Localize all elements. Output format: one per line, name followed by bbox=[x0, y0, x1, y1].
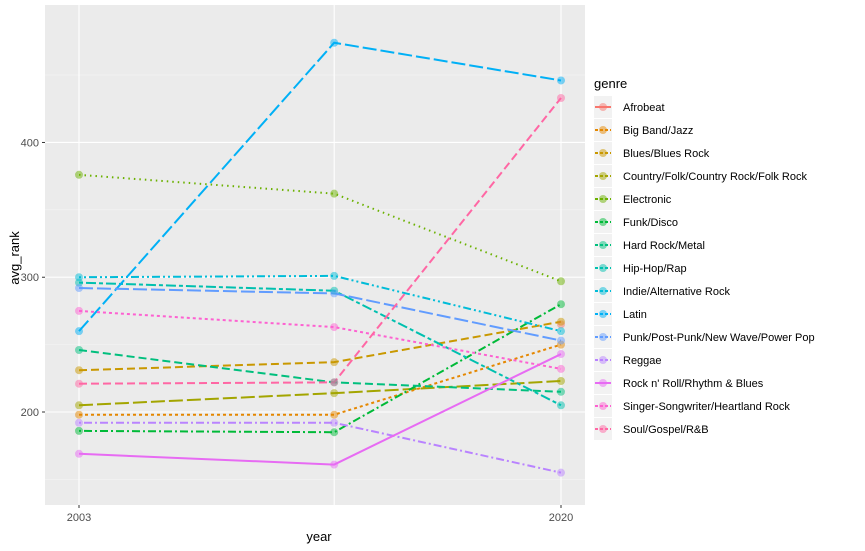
series-line bbox=[78, 274, 562, 333]
legend-label: Punk/Post-Punk/New Wave/Power Pop bbox=[623, 332, 815, 344]
series-line bbox=[79, 343, 562, 416]
data-point bbox=[75, 284, 83, 293]
data-point bbox=[557, 317, 565, 326]
y-tick-label: 300 bbox=[21, 272, 39, 284]
series-line bbox=[78, 309, 562, 370]
data-point bbox=[75, 306, 83, 315]
series-line bbox=[78, 303, 562, 434]
data-point bbox=[330, 323, 339, 332]
data-point bbox=[330, 189, 339, 198]
y-axis-title: avg_rank bbox=[7, 231, 22, 285]
legend-key-point bbox=[599, 402, 607, 410]
data-point bbox=[557, 327, 565, 336]
data-point bbox=[557, 277, 565, 286]
grid-lines bbox=[45, 5, 585, 505]
legend-label: Country/Folk/Country Rock/Folk Rock bbox=[623, 171, 807, 183]
data-point bbox=[557, 387, 565, 396]
data-point bbox=[75, 418, 83, 427]
data-point bbox=[330, 389, 339, 398]
legend-title: genre bbox=[594, 76, 627, 91]
legend-key-point bbox=[599, 333, 607, 341]
legend-label: Indie/Alternative Rock bbox=[623, 286, 730, 298]
panel-background bbox=[45, 5, 585, 505]
legend-label: Hip-Hop/Rap bbox=[623, 263, 687, 275]
data-point bbox=[557, 364, 565, 373]
legend-key-point bbox=[599, 149, 607, 157]
data-point bbox=[557, 76, 565, 85]
legend-label: Electronic bbox=[623, 194, 672, 206]
y-axis: 200 300 400 bbox=[21, 137, 45, 419]
legend-key-point bbox=[599, 241, 607, 249]
series-line bbox=[79, 421, 562, 474]
legend-label: Reggae bbox=[623, 355, 662, 367]
data-point bbox=[75, 327, 83, 336]
x-tick-label: 2020 bbox=[549, 512, 573, 524]
legend-key-point bbox=[599, 126, 607, 134]
legend-key-point bbox=[599, 218, 607, 226]
legend-label: Rock n' Roll/Rhythm & Blues bbox=[623, 378, 764, 390]
legend-key-point bbox=[599, 356, 607, 364]
legend-key-point bbox=[599, 425, 607, 433]
data-point bbox=[557, 336, 565, 345]
series-points bbox=[75, 38, 565, 477]
legend-key-point bbox=[599, 195, 607, 203]
legend-label: Funk/Disco bbox=[623, 217, 678, 229]
legend-label: Hard Rock/Metal bbox=[623, 240, 705, 252]
legend-label: Big Band/Jazz bbox=[623, 125, 693, 137]
data-point bbox=[330, 358, 339, 367]
data-point bbox=[330, 460, 339, 469]
data-point bbox=[557, 377, 565, 386]
legend: genre Afrobeat Big Band/Jazz Blues/Blues R… bbox=[594, 76, 815, 440]
legend-label: Singer-Songwriter/Heartland Rock bbox=[623, 401, 790, 413]
data-point bbox=[75, 426, 83, 435]
legend-key-point bbox=[599, 379, 607, 387]
y-tick-label: 200 bbox=[21, 407, 39, 419]
data-point bbox=[330, 378, 339, 387]
legend-label: Afrobeat bbox=[623, 102, 665, 114]
data-point bbox=[75, 379, 83, 388]
x-tick-label: 2003 bbox=[67, 512, 91, 524]
legend-key-point bbox=[599, 264, 607, 272]
legend-key-point bbox=[599, 103, 607, 111]
data-point bbox=[330, 428, 339, 437]
data-point bbox=[75, 401, 83, 410]
data-point bbox=[75, 366, 83, 375]
data-point bbox=[557, 350, 565, 359]
data-point bbox=[557, 300, 565, 309]
data-point bbox=[330, 271, 339, 280]
legend-key-point bbox=[599, 310, 607, 318]
data-point bbox=[75, 449, 83, 458]
data-point bbox=[75, 273, 83, 282]
data-point bbox=[75, 170, 83, 179]
legend-key-point bbox=[599, 172, 607, 180]
data-point bbox=[557, 93, 565, 102]
data-point bbox=[75, 346, 83, 355]
legend-label: Soul/Gospel/R&B bbox=[623, 424, 709, 436]
data-point bbox=[75, 410, 83, 419]
data-point bbox=[330, 418, 339, 427]
x-axis: 2003 2020 bbox=[67, 505, 573, 524]
data-point bbox=[557, 468, 565, 477]
legend-label: Blues/Blues Rock bbox=[623, 148, 710, 160]
data-point bbox=[330, 289, 339, 298]
x-axis-title: year bbox=[306, 529, 332, 544]
data-point bbox=[557, 401, 565, 410]
legend-label: Latin bbox=[623, 309, 647, 321]
data-point bbox=[330, 38, 339, 47]
data-point bbox=[330, 410, 339, 419]
y-tick-label: 400 bbox=[21, 137, 39, 149]
legend-key-point bbox=[599, 287, 607, 295]
